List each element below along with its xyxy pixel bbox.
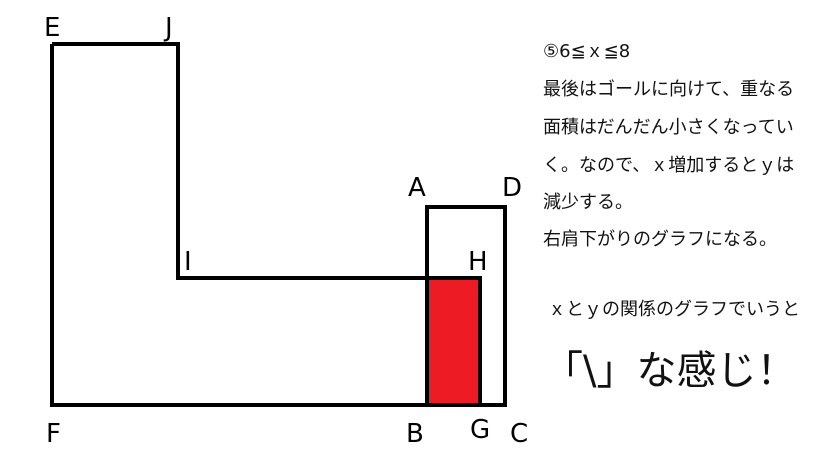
note-line-1: ⑤6≦ｘ≦8: [543, 41, 631, 62]
overlap-area: [427, 278, 480, 405]
label-h: H: [468, 247, 488, 277]
relation-text: ｘとｙの関係のグラフでいうと: [548, 299, 800, 320]
note-line-5: 減少する。: [543, 192, 633, 213]
note-line-2: 最後はゴールに向けて、重なる: [543, 79, 795, 100]
label-a: A: [408, 173, 426, 203]
note-line-4: く。なので、ｘ増加するとｙは: [543, 155, 795, 176]
label-i: I: [184, 247, 192, 277]
note-line-3: 面積はだんだん小さくなってい: [543, 117, 794, 138]
rectangle-abcd: [425, 205, 507, 407]
conclusion-text: 「\」な感じ！: [543, 348, 797, 394]
label-c: C: [510, 419, 528, 449]
label-b: B: [406, 419, 424, 449]
l-shape: [50, 42, 482, 407]
note-line-6: 右肩下がりのグラフになる。: [543, 229, 777, 250]
label-e: E: [44, 13, 60, 43]
label-g: G: [470, 415, 490, 445]
label-j: J: [163, 13, 173, 43]
label-f: F: [46, 419, 61, 449]
label-d: D: [502, 173, 522, 203]
